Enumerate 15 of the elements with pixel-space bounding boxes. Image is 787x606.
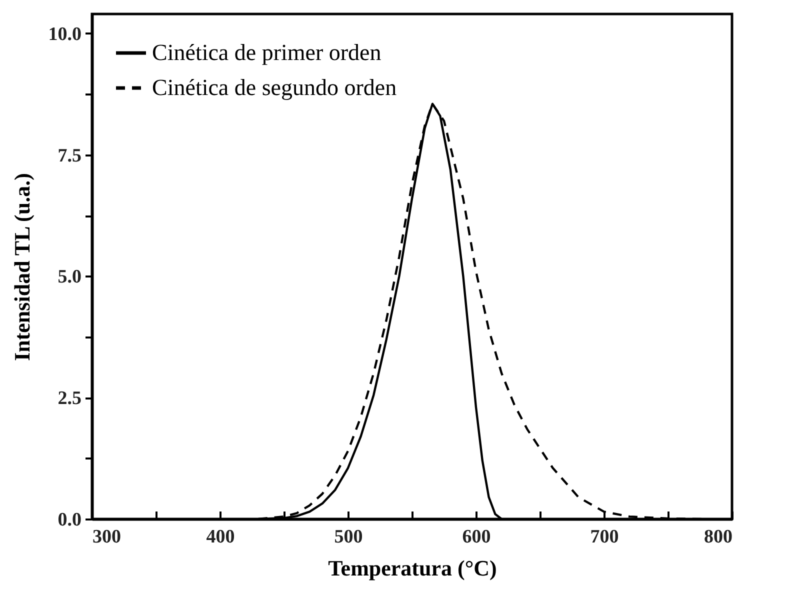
- y-tick-label: 5.0: [58, 266, 82, 288]
- x-tick-label: 800: [704, 526, 732, 548]
- y-tick-label: 2.5: [58, 388, 82, 410]
- y-tick-label: 10.0: [48, 24, 82, 45]
- x-tick-label: 300: [92, 526, 121, 548]
- x-tick-label: 500: [334, 526, 363, 548]
- x-tick-label: 400: [206, 526, 235, 548]
- x-tick-label: 700: [590, 526, 619, 548]
- y-tick-label: 7.5: [58, 145, 82, 166]
- x-axis-title: Temperatura (°C): [328, 556, 497, 580]
- y-tick-label: 0.0: [58, 510, 82, 530]
- legend-label: Cinética de primer orden: [152, 40, 382, 65]
- legend-label: Cinética de segundo orden: [152, 75, 398, 100]
- x-tick-label: 600: [462, 526, 491, 548]
- y-axis-title: Intensidad TL (u.a.): [9, 173, 34, 361]
